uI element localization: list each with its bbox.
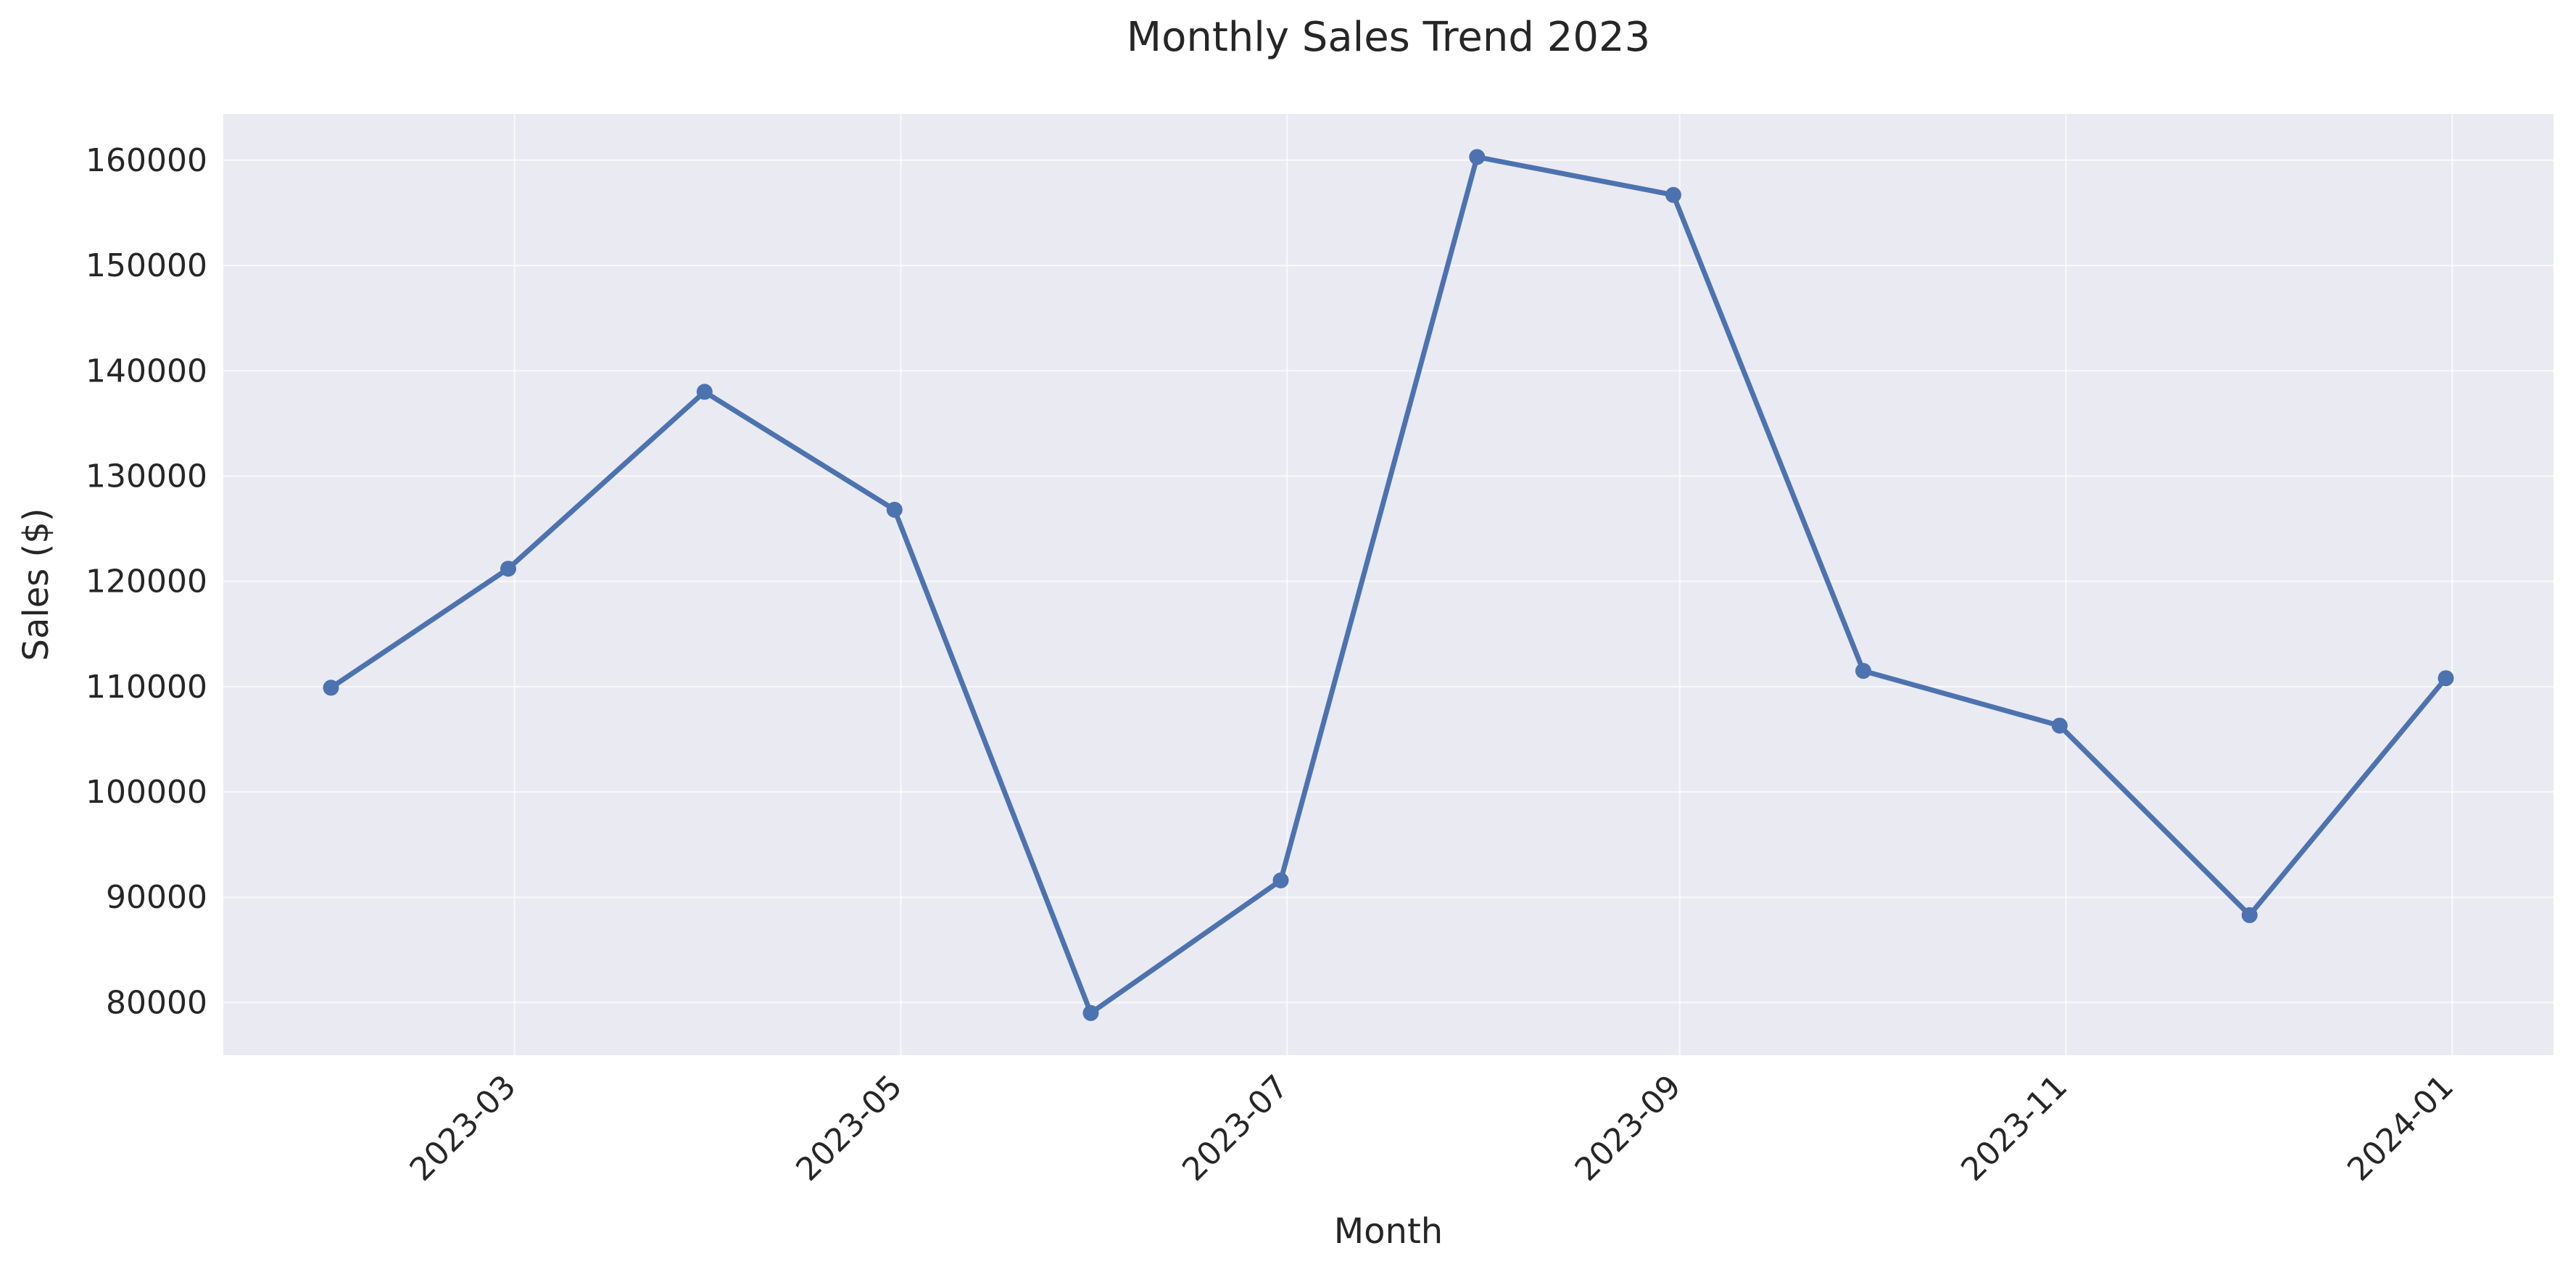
y-tick-label: 100000 <box>86 774 207 811</box>
series-line <box>328 154 2448 1016</box>
y-tick-label: 150000 <box>86 247 207 284</box>
data-point <box>1665 186 1681 203</box>
data-point <box>1082 1004 1099 1021</box>
y-tick-label: 90000 <box>106 879 207 916</box>
y-axis-title: Sales ($) <box>16 508 57 661</box>
x-tick-label: 2023-05 <box>789 1068 909 1189</box>
data-point <box>2438 670 2454 687</box>
y-axis-ticks: 80000 90000 100000 110000 120000 130000 140000… <box>86 142 207 1022</box>
y-tick-label: 160000 <box>86 142 207 179</box>
x-tick-label: 2023-03 <box>403 1068 523 1189</box>
series-group <box>323 149 2454 1021</box>
x-tick-label: 2023-09 <box>1568 1068 1689 1189</box>
y-tick-label: 110000 <box>86 669 207 706</box>
x-axis-title: Month <box>1334 1211 1443 1252</box>
data-point <box>1272 872 1289 888</box>
chart-title: Monthly Sales Trend 2023 <box>1127 14 1650 61</box>
data-point <box>886 501 903 518</box>
x-tick-label: 2024-01 <box>2340 1068 2461 1189</box>
data-point <box>500 561 516 577</box>
x-tick-label: 2023-11 <box>1954 1068 2074 1189</box>
data-point <box>2241 906 2258 923</box>
x-axis-ticks: 2023-03 2023-05 2023-07 2023-09 2023-11 2024-… <box>403 1068 2461 1189</box>
y-tick-label: 80000 <box>106 984 207 1021</box>
plot-area <box>223 114 2554 1055</box>
y-tick-label: 120000 <box>86 563 207 600</box>
data-point <box>323 680 339 696</box>
y-tick-label: 130000 <box>86 458 207 495</box>
data-point <box>2051 717 2068 734</box>
data-point <box>1469 149 1486 165</box>
data-point <box>696 384 713 400</box>
data-point <box>1855 663 1871 680</box>
y-tick-label: 140000 <box>86 352 207 389</box>
x-tick-label: 2023-07 <box>1175 1068 1296 1189</box>
